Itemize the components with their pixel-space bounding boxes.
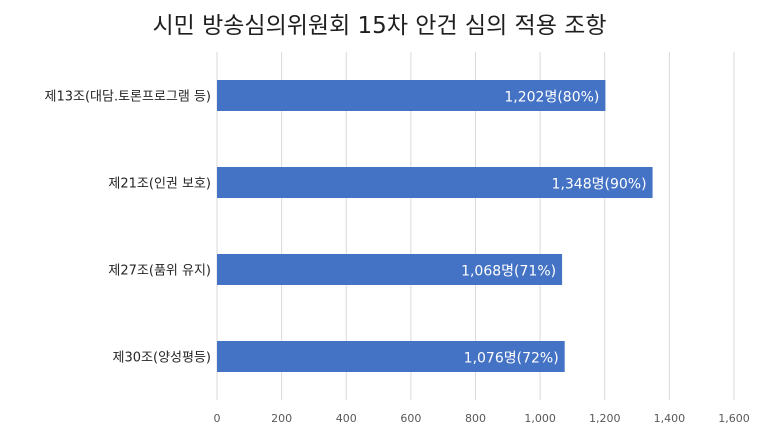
data-label: 1,076명(72%)	[464, 351, 559, 367]
bar	[217, 167, 653, 198]
x-tick-label: 1,000	[524, 412, 556, 425]
bar	[217, 254, 563, 285]
category-label: 제30조(양성평등)	[113, 351, 211, 366]
x-tick-label: 1,200	[589, 412, 621, 425]
x-tick-label: 200	[271, 412, 292, 425]
data-label: 1,202명(80%)	[504, 90, 599, 106]
x-tick-label: 400	[336, 412, 357, 425]
x-tick-label: 0	[214, 412, 221, 425]
x-tick-label: 800	[465, 412, 486, 425]
data-label: 1,348명(90%)	[552, 177, 647, 193]
chart-title: 시민 방송심의위원회 15차 안건 심의 적용 조항	[152, 13, 607, 39]
bar	[217, 80, 606, 111]
category-label: 제13조(대담.토론프로그램 등)	[44, 90, 211, 105]
data-label: 1,068명(71%)	[461, 264, 556, 280]
category-label: 제27조(품위 유지)	[108, 264, 211, 279]
category-label: 제21조(인권 보호)	[108, 177, 211, 192]
x-tick-label: 600	[400, 412, 421, 425]
x-tick-label: 1,400	[654, 412, 686, 425]
x-tick-label: 1,600	[718, 412, 750, 425]
bar	[217, 341, 565, 372]
